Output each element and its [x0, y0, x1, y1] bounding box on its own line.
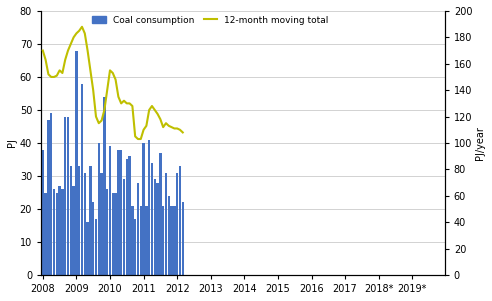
- Bar: [44, 193, 47, 275]
- Bar: [112, 193, 114, 275]
- Bar: [145, 206, 148, 275]
- Bar: [106, 189, 108, 275]
- Bar: [78, 166, 80, 275]
- Bar: [170, 206, 173, 275]
- Y-axis label: PJ: PJ: [7, 138, 17, 147]
- Bar: [61, 189, 63, 275]
- Bar: [115, 193, 117, 275]
- Bar: [176, 173, 178, 275]
- Bar: [123, 179, 125, 275]
- Bar: [59, 186, 61, 275]
- Bar: [131, 206, 133, 275]
- Bar: [117, 150, 120, 275]
- Bar: [159, 153, 161, 275]
- Bar: [154, 179, 156, 275]
- Bar: [53, 189, 55, 275]
- Bar: [120, 150, 123, 275]
- Bar: [168, 196, 170, 275]
- Bar: [140, 206, 142, 275]
- Bar: [42, 150, 44, 275]
- Bar: [134, 219, 136, 275]
- Bar: [156, 183, 159, 275]
- Bar: [95, 219, 97, 275]
- Bar: [109, 146, 111, 275]
- Bar: [81, 84, 83, 275]
- Bar: [47, 120, 50, 275]
- Bar: [97, 143, 100, 275]
- Bar: [151, 163, 153, 275]
- Bar: [148, 140, 151, 275]
- Bar: [56, 193, 58, 275]
- Bar: [92, 202, 94, 275]
- Bar: [125, 160, 128, 275]
- Y-axis label: PJ/year: PJ/year: [475, 126, 485, 160]
- Legend: Coal consumption, 12-month moving total: Coal consumption, 12-month moving total: [90, 13, 332, 27]
- Bar: [67, 116, 69, 275]
- Bar: [182, 202, 184, 275]
- Bar: [179, 166, 181, 275]
- Bar: [87, 222, 89, 275]
- Bar: [50, 113, 52, 275]
- Bar: [142, 143, 145, 275]
- Bar: [173, 206, 176, 275]
- Bar: [162, 206, 164, 275]
- Bar: [128, 156, 131, 275]
- Bar: [64, 116, 66, 275]
- Bar: [69, 166, 72, 275]
- Bar: [103, 97, 106, 275]
- Bar: [72, 186, 75, 275]
- Bar: [100, 173, 103, 275]
- Bar: [75, 51, 78, 275]
- Bar: [165, 173, 167, 275]
- Bar: [89, 166, 92, 275]
- Bar: [84, 173, 86, 275]
- Bar: [137, 183, 139, 275]
